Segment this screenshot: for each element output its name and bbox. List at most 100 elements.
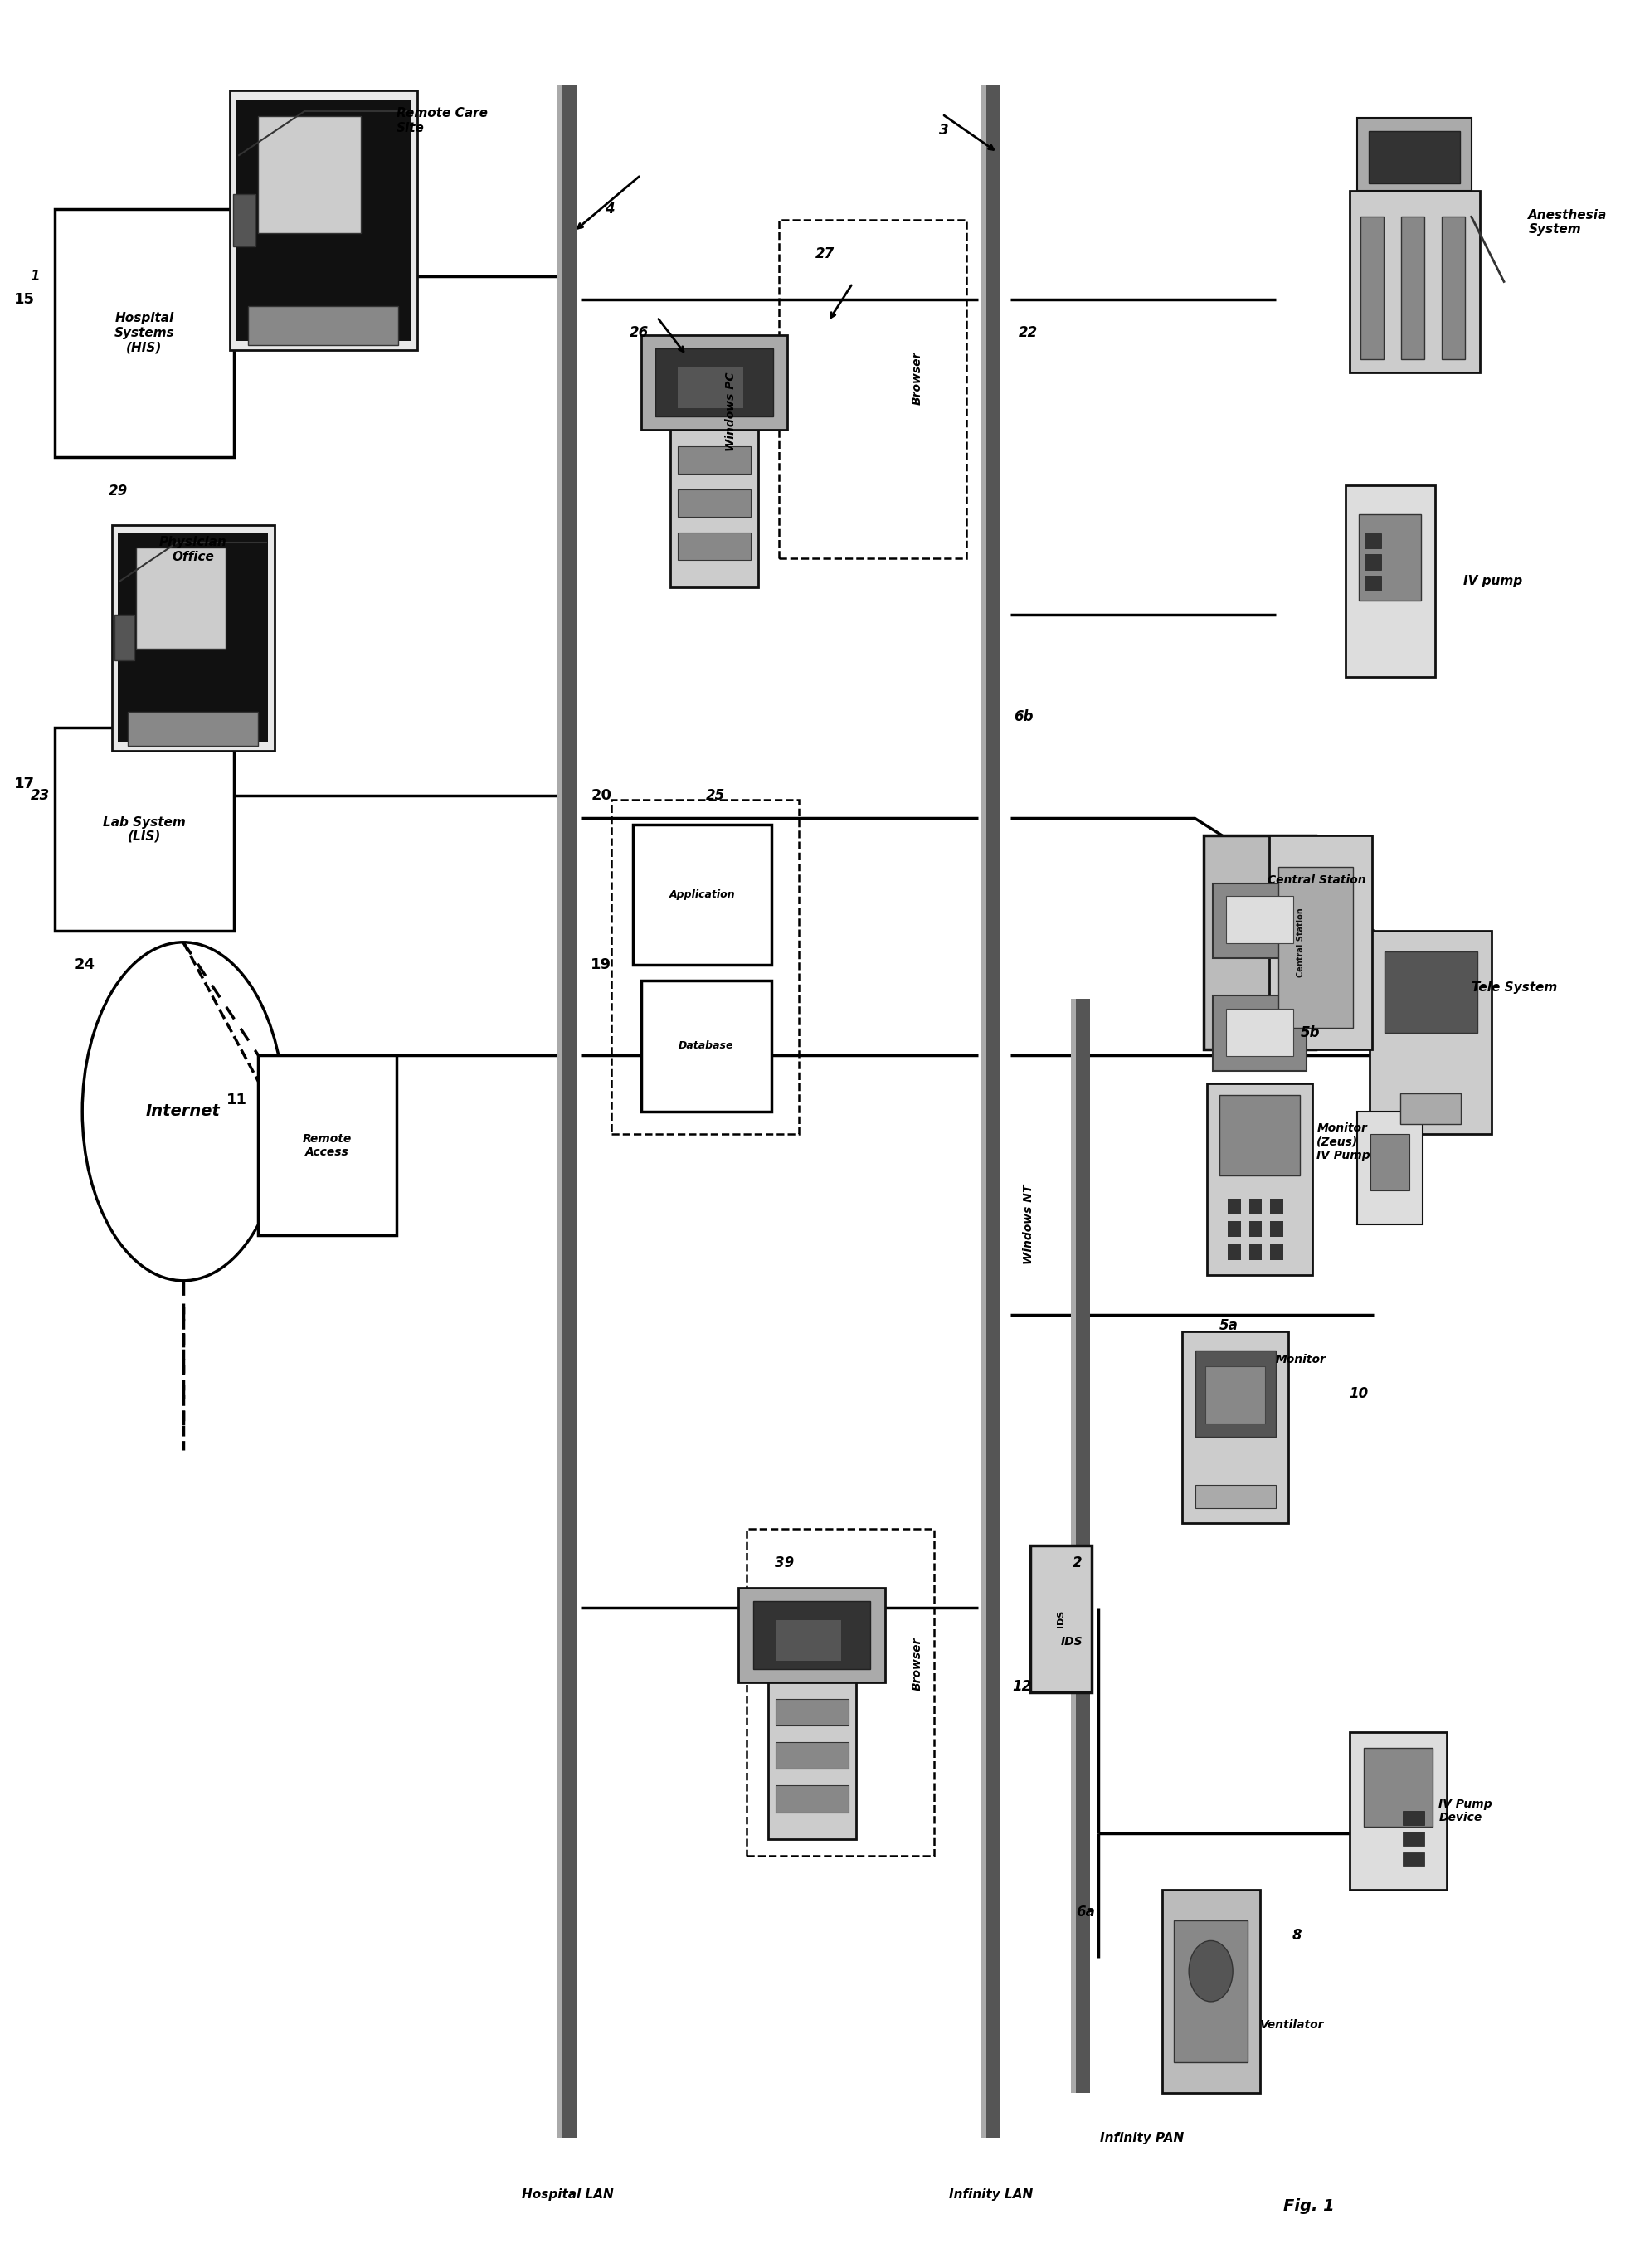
Bar [1182, 1331, 1287, 1524]
Text: 5a: 5a [1219, 1318, 1238, 1334]
Bar [1205, 1365, 1264, 1424]
Text: 11: 11 [226, 1093, 246, 1107]
Text: 23: 23 [30, 787, 49, 803]
Bar [1358, 515, 1422, 601]
Text: 26: 26 [630, 327, 649, 340]
Text: 2: 2 [1073, 1556, 1082, 1569]
Text: 15: 15 [15, 293, 34, 306]
Bar [633, 826, 771, 964]
Bar [1214, 882, 1307, 959]
Bar [112, 524, 274, 751]
Bar [1250, 1222, 1261, 1236]
Text: Windows NT: Windows NT [1023, 1184, 1035, 1263]
Text: 25: 25 [705, 787, 725, 803]
Bar [118, 533, 267, 742]
Bar [641, 980, 771, 1111]
Bar [1220, 1095, 1301, 1175]
Text: Lab System
(LIS): Lab System (LIS) [103, 816, 185, 844]
Text: 19: 19 [590, 957, 612, 973]
Text: 3: 3 [938, 122, 948, 138]
Bar [233, 195, 256, 245]
Bar [768, 1676, 856, 1839]
Bar [1228, 1245, 1240, 1259]
Bar [1364, 576, 1381, 590]
Bar [558, 84, 577, 2139]
Bar [1071, 998, 1076, 2093]
Text: IDS: IDS [1061, 1635, 1082, 1647]
Text: Windows PC: Windows PC [725, 372, 736, 451]
Text: 6b: 6b [1014, 710, 1033, 723]
Text: Ventilator: Ventilator [1260, 2019, 1323, 2032]
Text: Anesthesia
System: Anesthesia System [1528, 209, 1607, 236]
Bar [677, 367, 743, 408]
Bar [981, 84, 986, 2139]
Bar [776, 1619, 841, 1660]
Text: 27: 27 [815, 247, 835, 261]
Bar [753, 1601, 871, 1669]
Bar [1364, 533, 1381, 549]
Text: 12: 12 [1012, 1678, 1032, 1694]
Bar [1250, 1198, 1261, 1213]
Text: Application: Application [669, 889, 735, 900]
Bar [671, 424, 758, 587]
Bar [1358, 1111, 1422, 1225]
Text: 4: 4 [605, 202, 615, 215]
Bar [558, 84, 563, 2139]
Bar [1384, 950, 1478, 1032]
Bar [1402, 1810, 1425, 1826]
Text: IV pump: IV pump [1463, 576, 1522, 587]
Bar [776, 1699, 848, 1726]
Bar [257, 116, 361, 234]
Bar [1250, 1245, 1261, 1259]
Bar [1369, 132, 1460, 184]
Bar [236, 100, 410, 340]
Bar [1369, 930, 1492, 1134]
Bar [677, 447, 751, 474]
Bar [1030, 1547, 1092, 1692]
Bar [677, 490, 751, 517]
Text: Tele System: Tele System [1471, 982, 1556, 993]
Bar [1196, 1486, 1276, 1508]
Circle shape [1189, 1941, 1233, 2003]
Text: Internet: Internet [146, 1105, 220, 1120]
Text: Hospital LAN: Hospital LAN [522, 2189, 613, 2200]
Text: 5b: 5b [1301, 1025, 1320, 1041]
Text: 39: 39 [774, 1556, 794, 1569]
Text: 22: 22 [1018, 327, 1038, 340]
Text: 1: 1 [30, 270, 39, 284]
Bar [1214, 996, 1307, 1070]
Text: Browser: Browser [912, 352, 923, 404]
Bar [1196, 1352, 1276, 1438]
Text: IDS: IDS [1056, 1610, 1064, 1628]
Text: Database: Database [679, 1041, 733, 1052]
Bar [746, 1529, 935, 1855]
Bar [1227, 1009, 1294, 1057]
Text: IV Pump
Device: IV Pump Device [1438, 1799, 1492, 1823]
Bar [776, 1742, 848, 1769]
Text: 29: 29 [108, 483, 128, 499]
Text: Central Station: Central Station [1297, 907, 1305, 978]
Bar [230, 91, 417, 349]
Text: Infinity PAN: Infinity PAN [1100, 2132, 1184, 2143]
Text: Physician
Office: Physician Office [159, 535, 226, 562]
Bar [1358, 118, 1471, 191]
Bar [248, 306, 399, 345]
Bar [136, 547, 226, 649]
Text: Browser: Browser [912, 1637, 923, 1692]
Text: 17: 17 [15, 776, 34, 792]
Bar [1163, 1889, 1260, 2093]
Text: Monitor
(Zeus)
IV Pump: Monitor (Zeus) IV Pump [1317, 1123, 1371, 1161]
Bar [257, 1055, 397, 1236]
Bar [1271, 1198, 1282, 1213]
Bar [1279, 866, 1353, 1027]
Text: 24: 24 [74, 957, 95, 973]
Bar [1442, 218, 1465, 358]
Bar [1227, 896, 1294, 943]
Bar [1401, 218, 1424, 358]
Text: 8: 8 [1292, 1928, 1302, 1941]
Bar [1071, 998, 1091, 2093]
Text: 6a: 6a [1076, 1905, 1094, 1921]
Text: Fig. 1: Fig. 1 [1282, 2198, 1335, 2214]
Bar [1401, 1093, 1461, 1125]
Text: Remote Care
Site: Remote Care Site [397, 107, 487, 134]
